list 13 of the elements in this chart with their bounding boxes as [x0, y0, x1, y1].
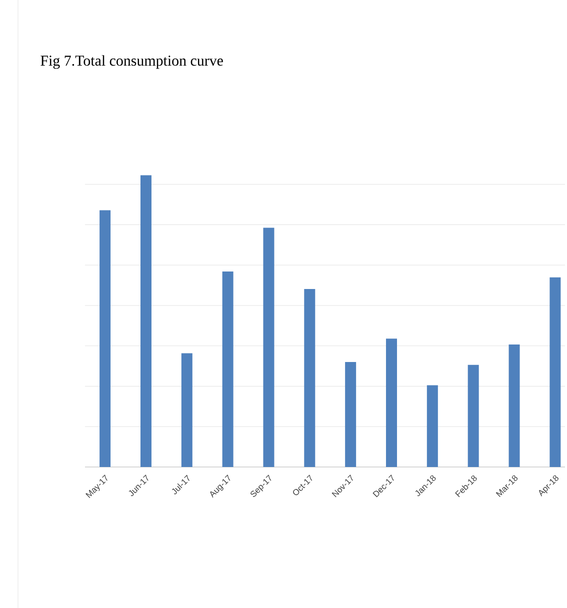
bar	[263, 228, 274, 467]
bar	[345, 362, 356, 467]
bar	[140, 175, 152, 467]
chart-title: Fig 7.Total consumption curve	[40, 55, 223, 69]
bar	[100, 210, 111, 467]
bar	[508, 344, 520, 467]
bar	[304, 289, 316, 467]
bar	[386, 338, 397, 467]
bar	[426, 385, 438, 467]
bar	[550, 277, 561, 467]
bar	[181, 353, 192, 467]
bar	[468, 364, 479, 467]
bar	[222, 272, 234, 467]
